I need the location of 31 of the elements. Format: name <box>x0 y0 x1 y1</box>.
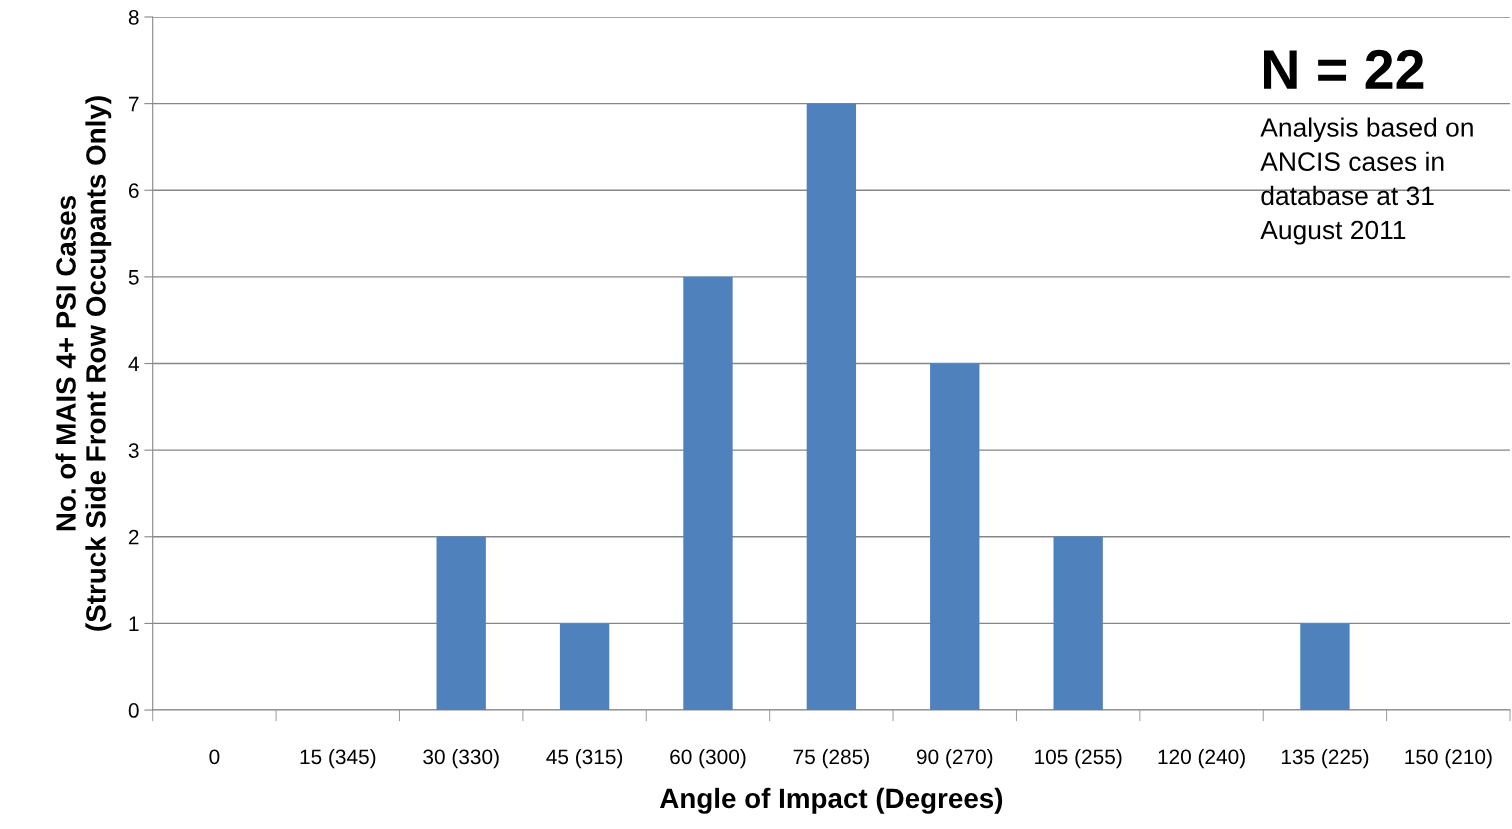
annotation: Analysis based on ANCIS cases in database at 31 August 2011 <box>1260 117 1473 245</box>
y-tick-label: 3 <box>128 443 139 458</box>
x-axis-title: Angle of Impact (Degrees) <box>659 787 1003 814</box>
y-tick-label: 2 <box>128 529 139 545</box>
x-tick-label: 60 (300) <box>670 748 746 769</box>
y-tick-label: 4 <box>128 356 139 372</box>
bar <box>930 363 980 711</box>
y-tick-label: 6 <box>128 183 139 199</box>
bar <box>683 276 733 711</box>
annotation: N = 22 <box>1264 49 1424 89</box>
x-tick-label: 105 (255) <box>1035 748 1122 769</box>
x-tick-label: 30 (330) <box>423 748 499 769</box>
y-tick-label: 8 <box>128 10 139 25</box>
x-tick-label: 120 (240) <box>1158 748 1245 769</box>
x-tick-label: 45 (315) <box>546 748 623 769</box>
bar <box>806 103 857 711</box>
x-tick-label: 0 <box>209 749 220 765</box>
x-tick-label: 135 (225) <box>1281 748 1369 769</box>
bar <box>1053 536 1103 711</box>
x-tick-label: 90 (270) <box>916 748 993 769</box>
y-tick-label: 1 <box>129 616 139 631</box>
bar <box>1300 623 1350 711</box>
x-tick-label: 150 (210) <box>1405 748 1492 769</box>
y-tick-label: 5 <box>128 270 139 285</box>
y-tick-label: 0 <box>128 703 139 718</box>
y-tick-label: 7 <box>129 96 139 112</box>
y-axis-title: No. of MAIS 4+ PSI Cases (Struck Side Front Row Occupants Only) <box>55 96 112 631</box>
x-tick-label: 75 (285) <box>793 748 869 769</box>
bar <box>559 623 610 711</box>
x-tick-label: 15 (345) <box>300 748 376 769</box>
bar <box>436 536 486 711</box>
